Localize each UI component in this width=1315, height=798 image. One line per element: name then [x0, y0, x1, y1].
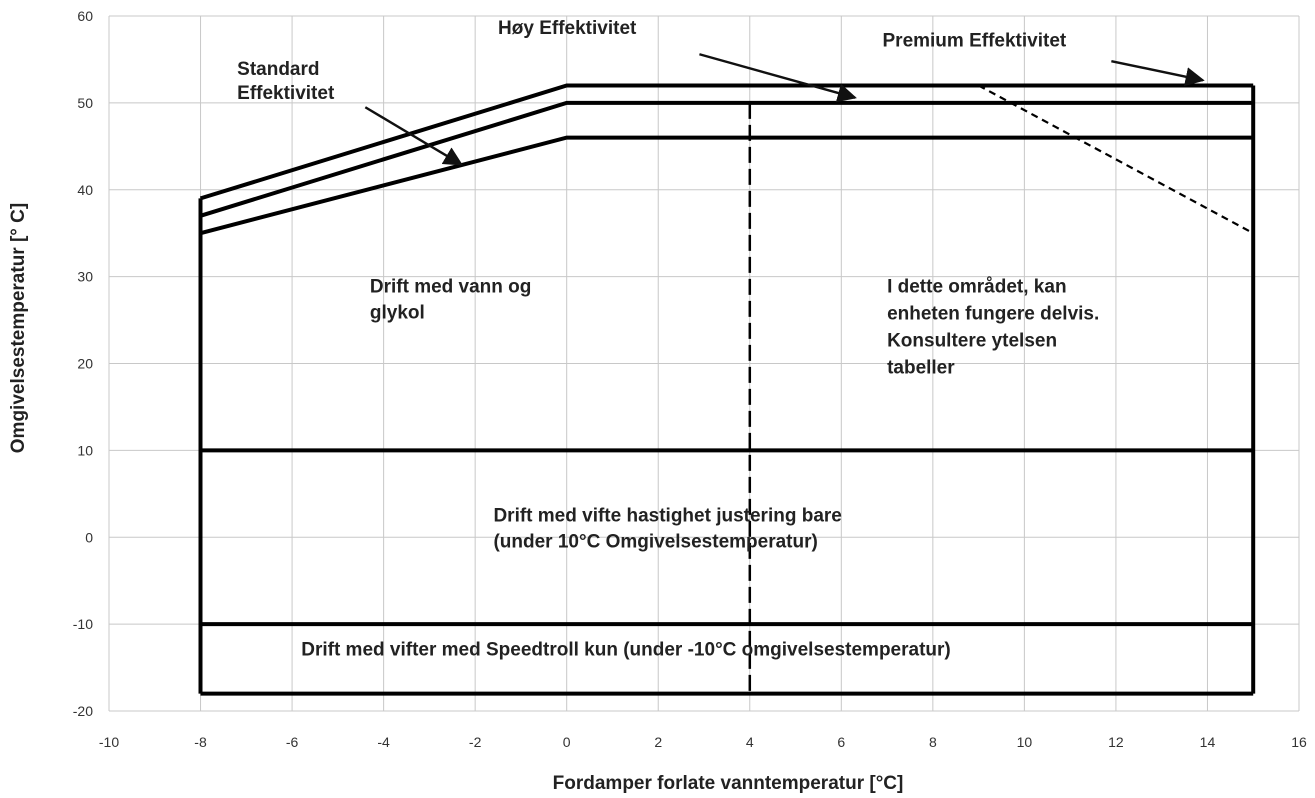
annotation-line: Drift med vifte hastighet justering bare [493, 506, 841, 527]
annotation-premium: Premium Effektivitet [883, 30, 1067, 51]
annotation-line: Premium Effektivitet [883, 30, 1067, 51]
annotation-line: Standard [237, 59, 319, 80]
arrow-premium [1111, 60, 1205, 87]
y-tick-label: 50 [77, 95, 93, 111]
annotation-standard: Standard Effektivitet [237, 59, 335, 104]
annotation-speedtroll: Drift med vifter med Speedtroll kun (und… [301, 639, 951, 660]
y-tick-label: 0 [85, 529, 93, 545]
series-line-standard-effektivitet [199, 135, 1254, 236]
annotation-line: Konsultere ytelsen [887, 330, 1057, 351]
annotation-line: enheten fungere delvis. [887, 303, 1099, 324]
annotation-line: I dette området, kan [887, 276, 1067, 297]
x-tick-label: -6 [286, 734, 299, 750]
grid [108, 15, 1300, 712]
arrow-hoy [699, 53, 857, 103]
annotation-line: Drift med vann og [370, 276, 532, 297]
x-tick-label: 12 [1108, 734, 1124, 750]
tick-labels: -10 -8 -6 -4 -2 0 2 4 6 8 10 12 14 16-20-100102030405… [73, 8, 1307, 750]
x-tick-label: -10 [99, 734, 119, 750]
x-tick-label: -4 [377, 734, 390, 750]
x-axis-title: Fordamper forlate vanntemperatur [°C] [553, 773, 904, 794]
annotation-line: Drift med vifter med Speedtroll kun (und… [301, 639, 951, 660]
y-axis-title: Omgivelsestemperatur [° C] [8, 203, 29, 453]
y-tick-label: 20 [77, 356, 93, 372]
x-tick-label: 4 [746, 734, 754, 750]
annotation-vann: Drift med vann og glykol [370, 276, 532, 323]
annotation-line: Høy Effektivitet [498, 18, 637, 39]
arrow-standard [364, 106, 464, 166]
boundary-line-9 [978, 84, 1254, 235]
y-tick-label: 10 [77, 442, 93, 458]
y-tick-label: 40 [77, 182, 93, 198]
y-tick-label: -20 [73, 703, 93, 719]
x-tick-label: 16 [1291, 734, 1307, 750]
annotation-hoy: Høy Effektivitet [498, 18, 637, 39]
x-tick-label: 14 [1200, 734, 1216, 750]
chart-lines [198, 83, 1256, 696]
annotation-line: Effektivitet [237, 83, 335, 104]
x-tick-label: 0 [563, 734, 571, 750]
x-tick-label: 2 [654, 734, 662, 750]
x-tick-label: 10 [1017, 734, 1033, 750]
x-tick-label: 6 [837, 734, 845, 750]
annotation-arrows [364, 53, 1205, 166]
x-tick-label: 8 [929, 734, 937, 750]
x-tick-label: -2 [469, 734, 482, 750]
annotation-line: (under 10°C Omgivelsestemperatur) [493, 532, 817, 553]
x-tick-label: -8 [194, 734, 207, 750]
annotations: Standard Effektivitet Høy Effektivitet Prem… [237, 18, 1099, 660]
y-tick-label: -10 [73, 616, 93, 632]
annotation-line: tabeller [887, 357, 955, 378]
annotation-line: glykol [370, 302, 425, 323]
y-tick-label: 60 [77, 8, 93, 24]
annotation-delvis: I dette området, kan enheten fungere delv… [887, 276, 1099, 378]
annotation-vifte: Drift med vifte hastighet justering bare… [493, 506, 841, 553]
series-line-premium-effektivitet [199, 83, 1254, 201]
series-line-h-y-effektivitet [199, 100, 1254, 218]
y-tick-label: 30 [77, 269, 93, 285]
